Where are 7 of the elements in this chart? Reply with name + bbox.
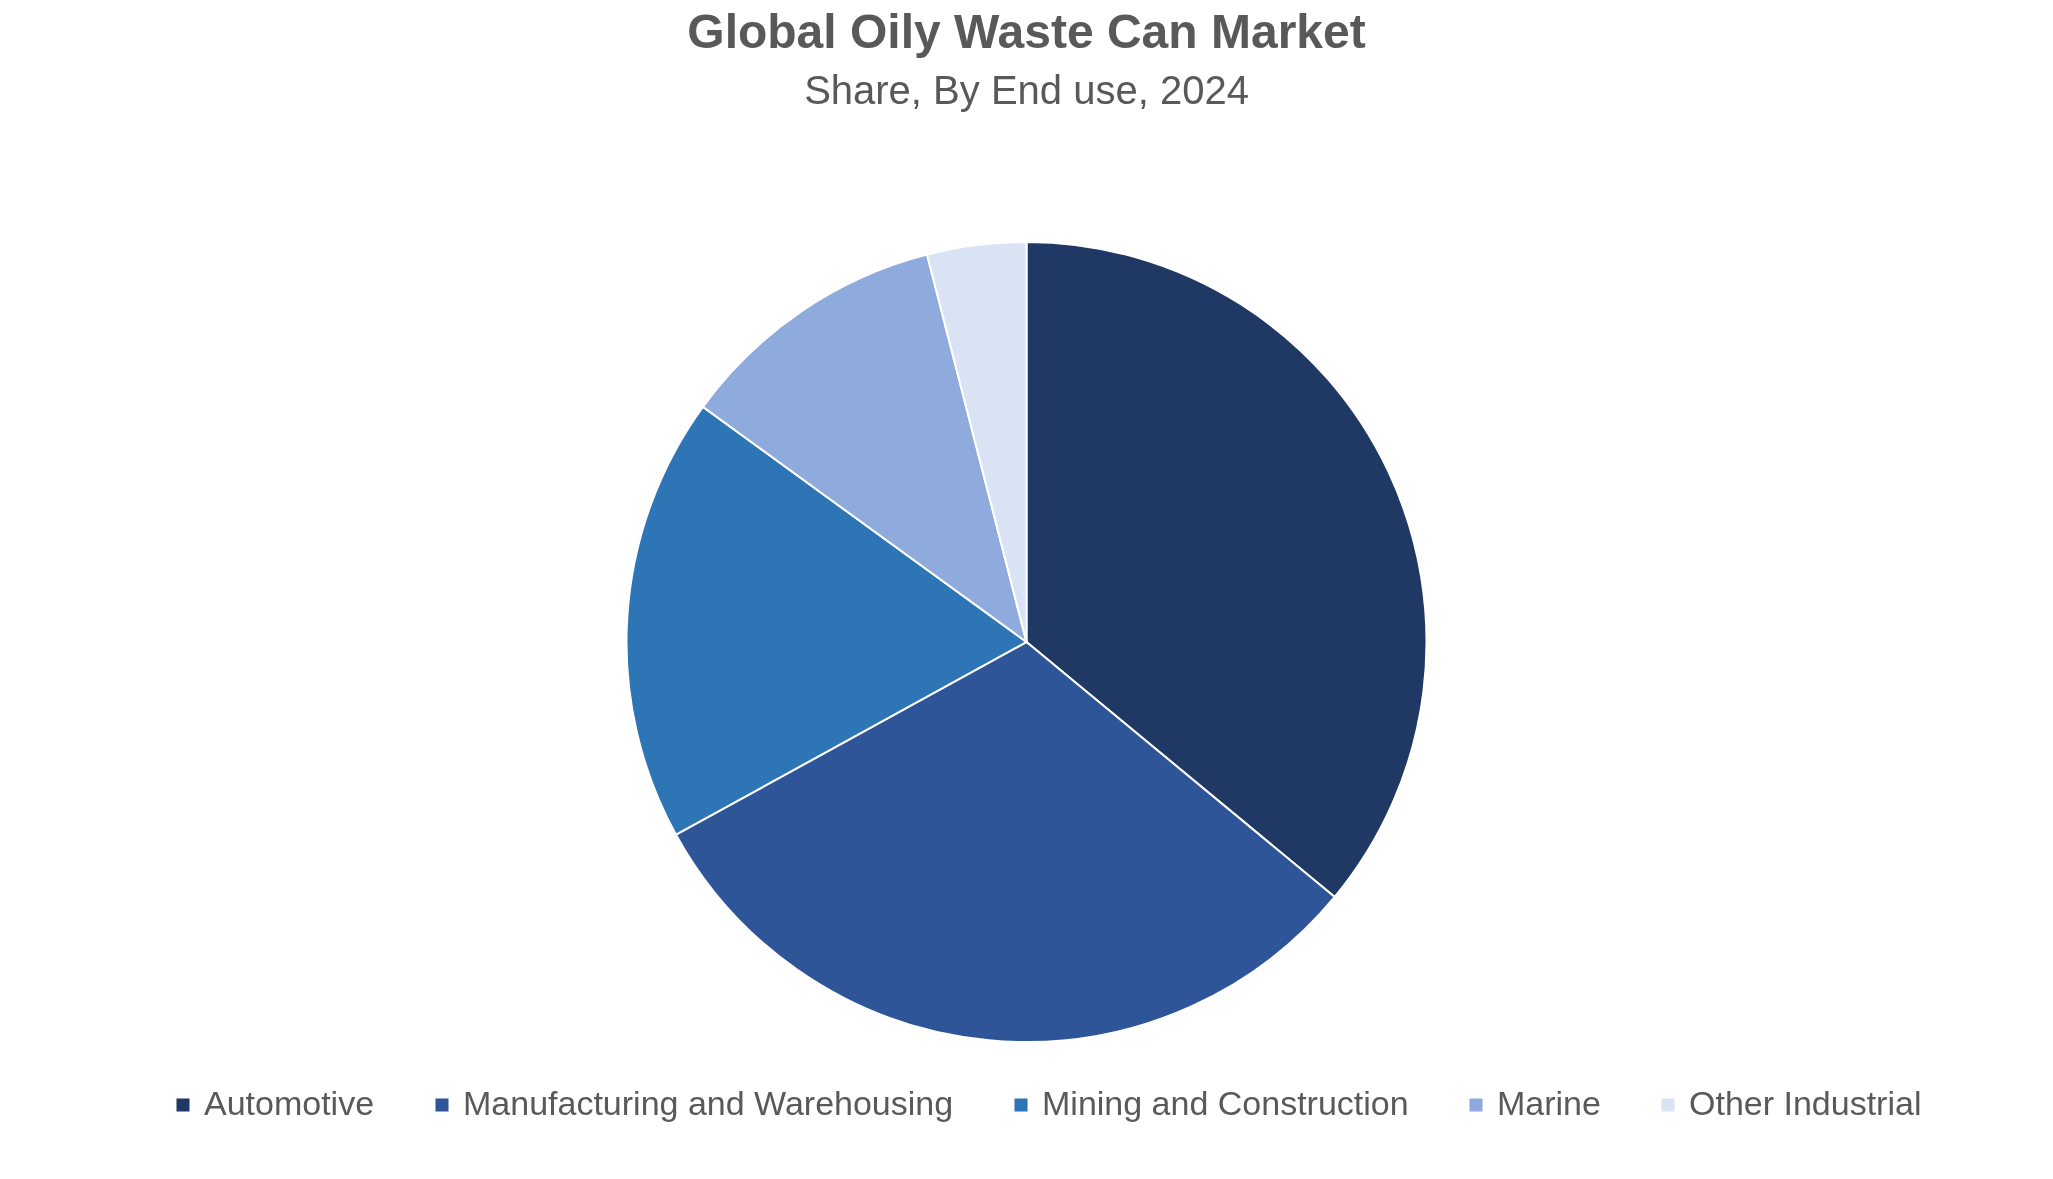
legend-label: Marine [1497, 1084, 1601, 1122]
legend-label: Manufacturing and Warehousing [463, 1084, 954, 1122]
legend-label: Mining and Construction [1042, 1084, 1409, 1122]
chart-title: Global Oily Waste Can Market [687, 5, 1366, 58]
legend-label: Other Industrial [1689, 1084, 1922, 1122]
legend-label: Automotive [204, 1084, 375, 1122]
chart-subtitle: Share, By End use, 2024 [804, 68, 1249, 112]
